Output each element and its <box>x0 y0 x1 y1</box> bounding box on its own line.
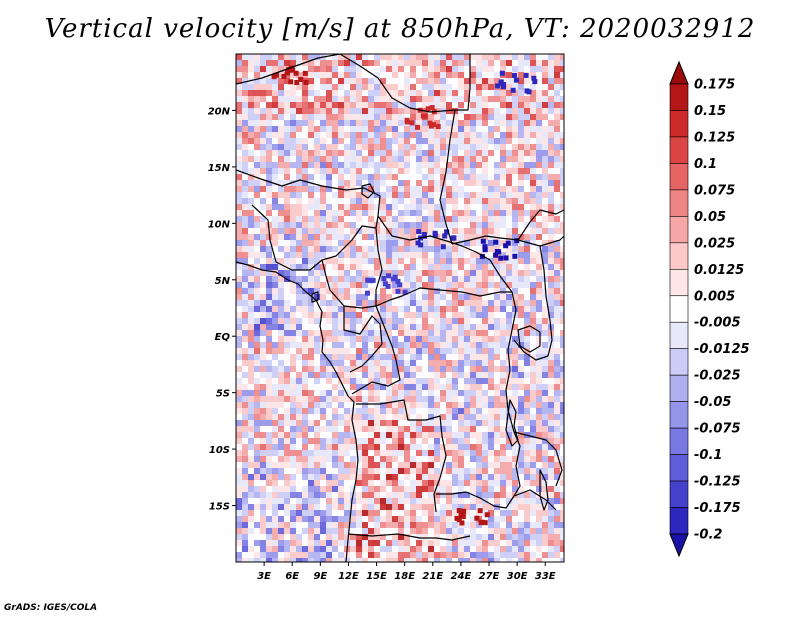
colorbar-label: -0.175 <box>694 501 741 516</box>
lat-tick-label: 5N <box>215 276 231 287</box>
border-tanzania <box>513 431 563 487</box>
lat-tick-label: EQ <box>215 332 231 343</box>
colorbar-label: -0.075 <box>694 422 741 437</box>
colorbar-top-arrow <box>669 60 689 85</box>
border-gabon-congo <box>343 306 383 373</box>
colorbar-label: -0.005 <box>694 316 741 331</box>
colorbar-segment <box>669 401 689 429</box>
colorbar-segment <box>669 242 689 270</box>
colorbar-segment <box>669 136 689 164</box>
lon-tick-label: 33E <box>535 571 556 582</box>
lon-tick-label: 30E <box>507 571 528 582</box>
colorbar-segment <box>669 83 689 111</box>
border-nigeria <box>251 204 379 271</box>
lat-tick-label: 15N <box>208 163 231 174</box>
border-algeria-libya <box>236 54 341 85</box>
colorbar-segment <box>669 480 689 508</box>
colorbar-label: 0.1 <box>694 157 717 172</box>
colorbar-label: 0.005 <box>694 289 735 304</box>
colorbar-segment <box>669 268 689 297</box>
colorbar-label: -0.0125 <box>694 342 750 357</box>
map-axes: 3E 6E 9E 12E 15E 18E 21E 24E 27E 30E 33E 20N 15N 10N 5… <box>208 106 556 582</box>
colorbar-segment <box>669 163 689 191</box>
colorbar-segment <box>669 454 689 482</box>
colorbar-bottom-arrow <box>669 533 689 558</box>
colorbar-segment <box>669 295 689 323</box>
colorbar-label: -0.05 <box>694 395 731 410</box>
colorbar-segment <box>669 427 689 455</box>
colorbar-label: 0.15 <box>694 104 726 119</box>
colorbar-label: 0.175 <box>694 78 735 93</box>
lon-tick-label: 3E <box>257 571 271 582</box>
lat-tick-label: 15S <box>209 502 230 513</box>
map-title: Vertical velocity [m/s] at 850hPa, VT: 2… <box>44 14 756 44</box>
lat-tick-label: 20N <box>208 106 231 117</box>
lon-tick-label: 15E <box>366 571 387 582</box>
lon-tick-label: 6E <box>285 571 299 582</box>
colorbar-label: -0.1 <box>694 448 722 463</box>
border-chad-sudan <box>439 109 456 245</box>
border-niger-chad <box>236 169 381 217</box>
map-frame <box>235 53 565 563</box>
border-chad-car <box>377 215 513 293</box>
colorbar-label: -0.125 <box>694 475 741 490</box>
colorbar-label: -0.025 <box>694 369 741 384</box>
colorbar-label: 0.025 <box>694 236 735 251</box>
colorbar: 0.175 0.15 0.125 0.1 0.075 0.05 0.025 0.0125 0.0… <box>669 60 750 558</box>
lon-tick-label: 24E <box>451 571 472 582</box>
lon-tick-label: 18E <box>394 571 415 582</box>
colorbar-segment <box>669 348 689 376</box>
border-south-sudan <box>451 235 564 247</box>
country-borders <box>236 54 564 562</box>
bioko-island <box>311 291 319 303</box>
colorbar-label: 0.0125 <box>694 263 744 278</box>
lake-tanganyika <box>505 399 519 447</box>
colorbar-label: -0.2 <box>694 528 722 543</box>
border-angola-namibia <box>347 533 471 541</box>
colorbar-segment <box>669 216 689 244</box>
lat-tick-label: 10S <box>209 445 230 456</box>
lake-victoria <box>517 325 541 353</box>
lon-tick-label: 21E <box>422 571 443 582</box>
border-uganda-kenya <box>513 245 553 361</box>
lat-tick-label: 10N <box>208 219 231 230</box>
colorbar-segment <box>669 189 689 217</box>
lat-tick-label: 5S <box>216 389 230 400</box>
border-car-drc <box>375 287 512 307</box>
border-libya-sudan <box>339 54 471 113</box>
lake-malawi <box>539 469 549 511</box>
border-ethiopia <box>517 209 564 241</box>
colorbar-label: 0.075 <box>694 183 735 198</box>
lon-tick-label: 9E <box>313 571 327 582</box>
colorbar-segment <box>669 374 689 402</box>
colorbar-label: 0.05 <box>694 210 726 225</box>
lon-tick-label: 12E <box>338 571 359 582</box>
grads-credit: GrADS: IGES/COLA <box>4 603 98 613</box>
colorbar-segment <box>669 321 689 350</box>
lake-chad <box>361 183 375 199</box>
border-cameroon <box>321 227 383 309</box>
border-angola <box>356 399 447 513</box>
colorbar-label: 0.125 <box>694 130 735 145</box>
border-drc-east <box>505 291 521 497</box>
border-congo-drc <box>351 305 401 395</box>
coastline <box>236 261 359 562</box>
colorbar-segment <box>669 507 689 535</box>
velocity-field <box>236 54 564 562</box>
colorbar-segment <box>669 110 689 138</box>
border-zambia <box>436 489 557 511</box>
lon-tick-label: 27E <box>479 571 500 582</box>
